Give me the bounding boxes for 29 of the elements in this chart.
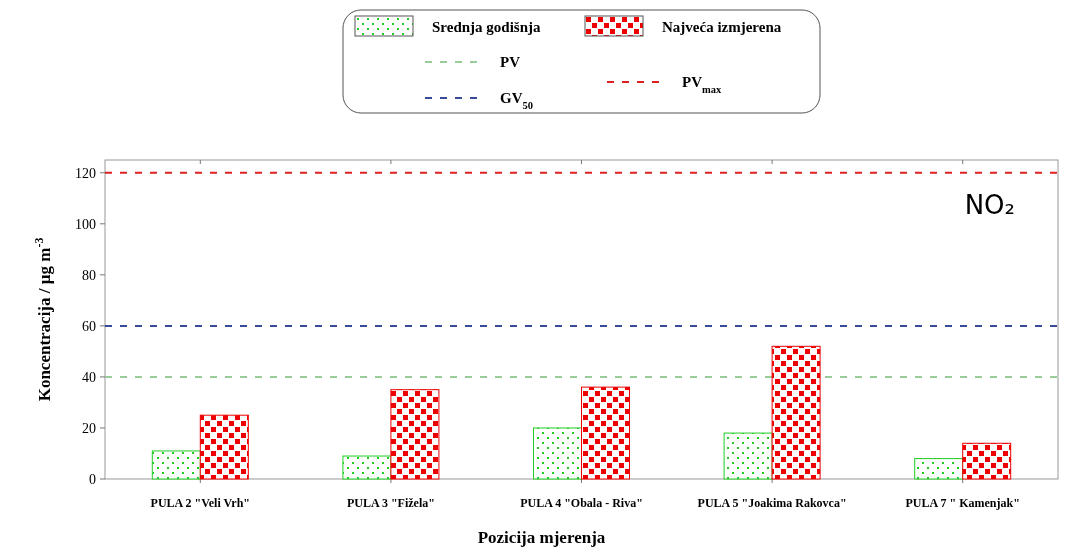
y-tick-label: 40 — [82, 369, 96, 385]
bar — [723, 432, 773, 480]
y-tick-label: 60 — [82, 318, 96, 334]
legend-label: PV$_{max}$ — [682, 74, 722, 95]
annotation: NO₂ — [964, 190, 1015, 220]
x-tick-label: PULA 5 "Joakima Rakovca" — [697, 496, 847, 510]
legend-label: Najveća izmjerena — [662, 19, 782, 35]
bar — [342, 455, 392, 480]
y-tick-label: 0 — [89, 472, 96, 487]
bar — [581, 386, 630, 480]
x-tick-label: PULA 2 "Veli Vrh" — [150, 496, 251, 510]
bar — [771, 345, 821, 480]
bar — [199, 414, 249, 480]
legend-label: PV — [500, 54, 521, 70]
bar — [962, 442, 1012, 480]
legend-label: Srednja godišnja — [432, 19, 541, 35]
y-tick-label: 100 — [75, 216, 96, 232]
bar — [533, 427, 582, 480]
x-tick-label: PULA 3 "Fižela" — [346, 496, 435, 510]
bar — [151, 450, 201, 480]
bar — [390, 389, 440, 480]
legend-label: GV$_{50}$ — [500, 90, 533, 111]
y-tick-label: 120 — [75, 165, 96, 181]
y-tick-label: 80 — [82, 267, 96, 283]
bar — [914, 458, 964, 480]
y-tick-label: 20 — [82, 420, 96, 436]
x-axis-title: Pozicija mjerenja — [477, 528, 606, 547]
x-tick-label: PULA 4 "Obala - Riva" — [520, 496, 643, 510]
x-tick-label: PULA 7 " Kamenjak" — [905, 496, 1020, 510]
